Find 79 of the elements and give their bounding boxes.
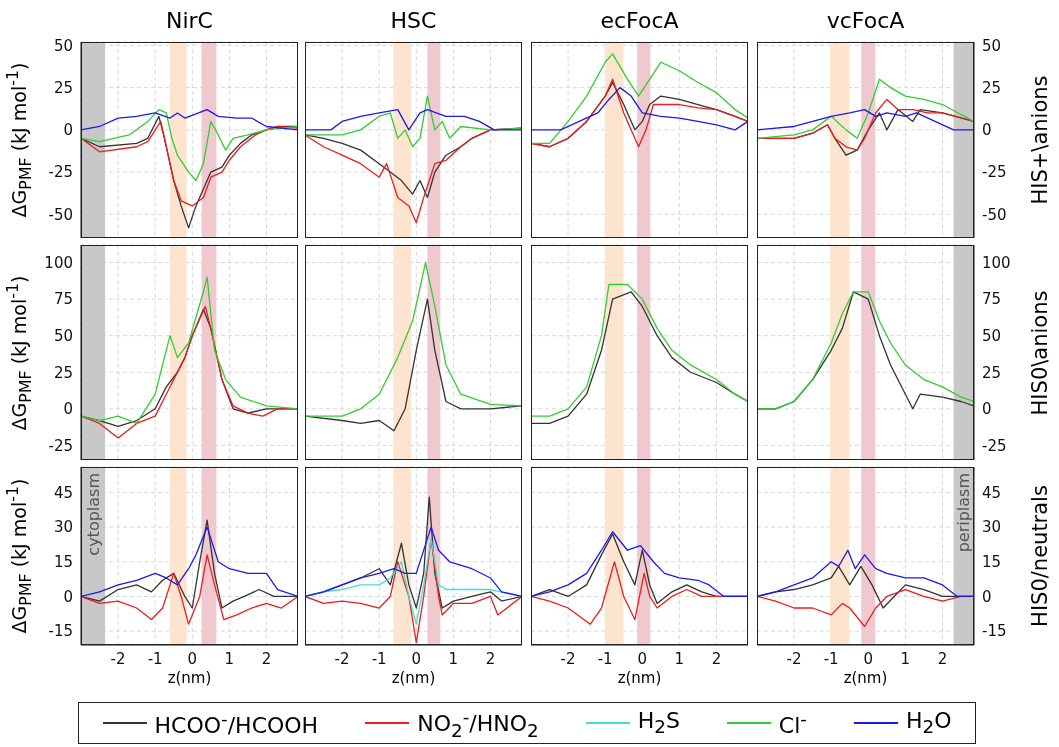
y-tick-label: 30 (53, 518, 73, 537)
y-tick-label: 25 (53, 363, 73, 382)
line-series (757, 108, 974, 131)
x-tick-label: 0 (411, 649, 422, 668)
x-tick-label: -2 (786, 649, 802, 668)
legend-label: H$_{2}$S (637, 708, 680, 738)
y-tick-label: -50 (48, 205, 73, 224)
x-tick-label: -1 (371, 649, 387, 668)
y2-tick-label: 50 (982, 36, 1002, 55)
line-series (81, 120, 298, 207)
y2-tick-label: 100 (982, 253, 1011, 272)
line-series (757, 291, 974, 410)
x-tick-label: 0 (637, 649, 648, 668)
legend-label: Cl$^{-}$ (778, 707, 807, 739)
y-tick-label: 50 (53, 327, 73, 346)
y2-tick-label: -25 (982, 163, 1007, 182)
line-series (81, 108, 298, 182)
x-axis-title: z(nm) (390, 669, 437, 687)
y2-tick-label: 30 (982, 518, 1002, 537)
line-series (81, 276, 298, 425)
chart-title: NirC (165, 8, 214, 33)
y2-tick-label: -25 (982, 436, 1007, 455)
y2-tick-label: -50 (982, 205, 1007, 224)
x-tick-label: 2 (261, 649, 272, 668)
x-tick-label: 1 (448, 649, 459, 668)
y-tick-label: 50 (53, 36, 73, 55)
y2-axis-title: HIS0\anions (1028, 290, 1052, 415)
x-tick-label: 2 (937, 649, 948, 668)
x-axis-title: z(nm) (166, 669, 213, 687)
y2-tick-label: -15 (982, 622, 1007, 641)
y-tick-label: -25 (48, 436, 73, 455)
y2-tick-label: 50 (982, 327, 1002, 346)
x-tick-label: 0 (187, 649, 198, 668)
y2-tick-label: 25 (982, 78, 1002, 97)
line-series (757, 549, 974, 598)
x-tick-label: -1 (147, 649, 163, 668)
y2-tick-label: 45 (982, 483, 1002, 502)
legend-label: H$_{2}$O (905, 708, 952, 738)
y2-tick-label: 75 (982, 290, 1002, 309)
y-tick-label: 45 (53, 483, 73, 502)
band-label: cytoplasm (83, 473, 103, 556)
y2-tick-label: 0 (982, 400, 992, 419)
band-label: periplasm (954, 473, 974, 553)
x-tick-label: 1 (674, 649, 685, 668)
x-tick-label: 2 (485, 649, 496, 668)
x-axis-title: z(nm) (616, 669, 663, 687)
legend-label: NO$_{2}$$^{-}$/HNO$_{2}$ (417, 705, 539, 741)
y-tick-label: 0 (63, 587, 73, 606)
y2-tick-label: 0 (982, 121, 992, 140)
x-tick-label: -2 (110, 649, 126, 668)
chart-title: ecFocA (599, 8, 680, 33)
x-tick-label: -2 (560, 649, 576, 668)
x-tick-label: 2 (711, 649, 722, 668)
y2-axis-title: HIS0/neutrals (1028, 485, 1052, 627)
y-tick-label: -15 (48, 622, 73, 641)
x-tick-label: -2 (334, 649, 350, 668)
line-series (81, 108, 298, 131)
y-tick-label: 15 (53, 553, 73, 572)
x-axis-title: z(nm) (842, 669, 889, 687)
legend-label: HCOO$^{-}$/HCOOH (154, 707, 319, 739)
y2-axis-title: HIS+\anions (1028, 75, 1052, 205)
x-tick-label: 1 (900, 649, 911, 668)
y-tick-label: 100 (44, 253, 73, 272)
x-tick-label: 0 (863, 649, 874, 668)
x-tick-label: -1 (823, 649, 839, 668)
y-tick-label: 75 (53, 290, 73, 309)
chart-title: vcFocA (825, 8, 906, 33)
y-tick-label: -25 (48, 163, 73, 182)
x-tick-label: 1 (224, 649, 235, 668)
line-series (757, 78, 974, 139)
y2-tick-label: 0 (982, 587, 992, 606)
y2-tick-label: 25 (982, 363, 1002, 382)
y2-tick-label: 15 (982, 553, 1002, 572)
y-tick-label: 0 (63, 121, 73, 140)
line-series (81, 554, 298, 625)
y-tick-label: 25 (53, 78, 73, 97)
x-tick-label: -1 (597, 649, 613, 668)
chart-title: HSC (389, 8, 438, 33)
y-tick-label: 0 (63, 400, 73, 419)
